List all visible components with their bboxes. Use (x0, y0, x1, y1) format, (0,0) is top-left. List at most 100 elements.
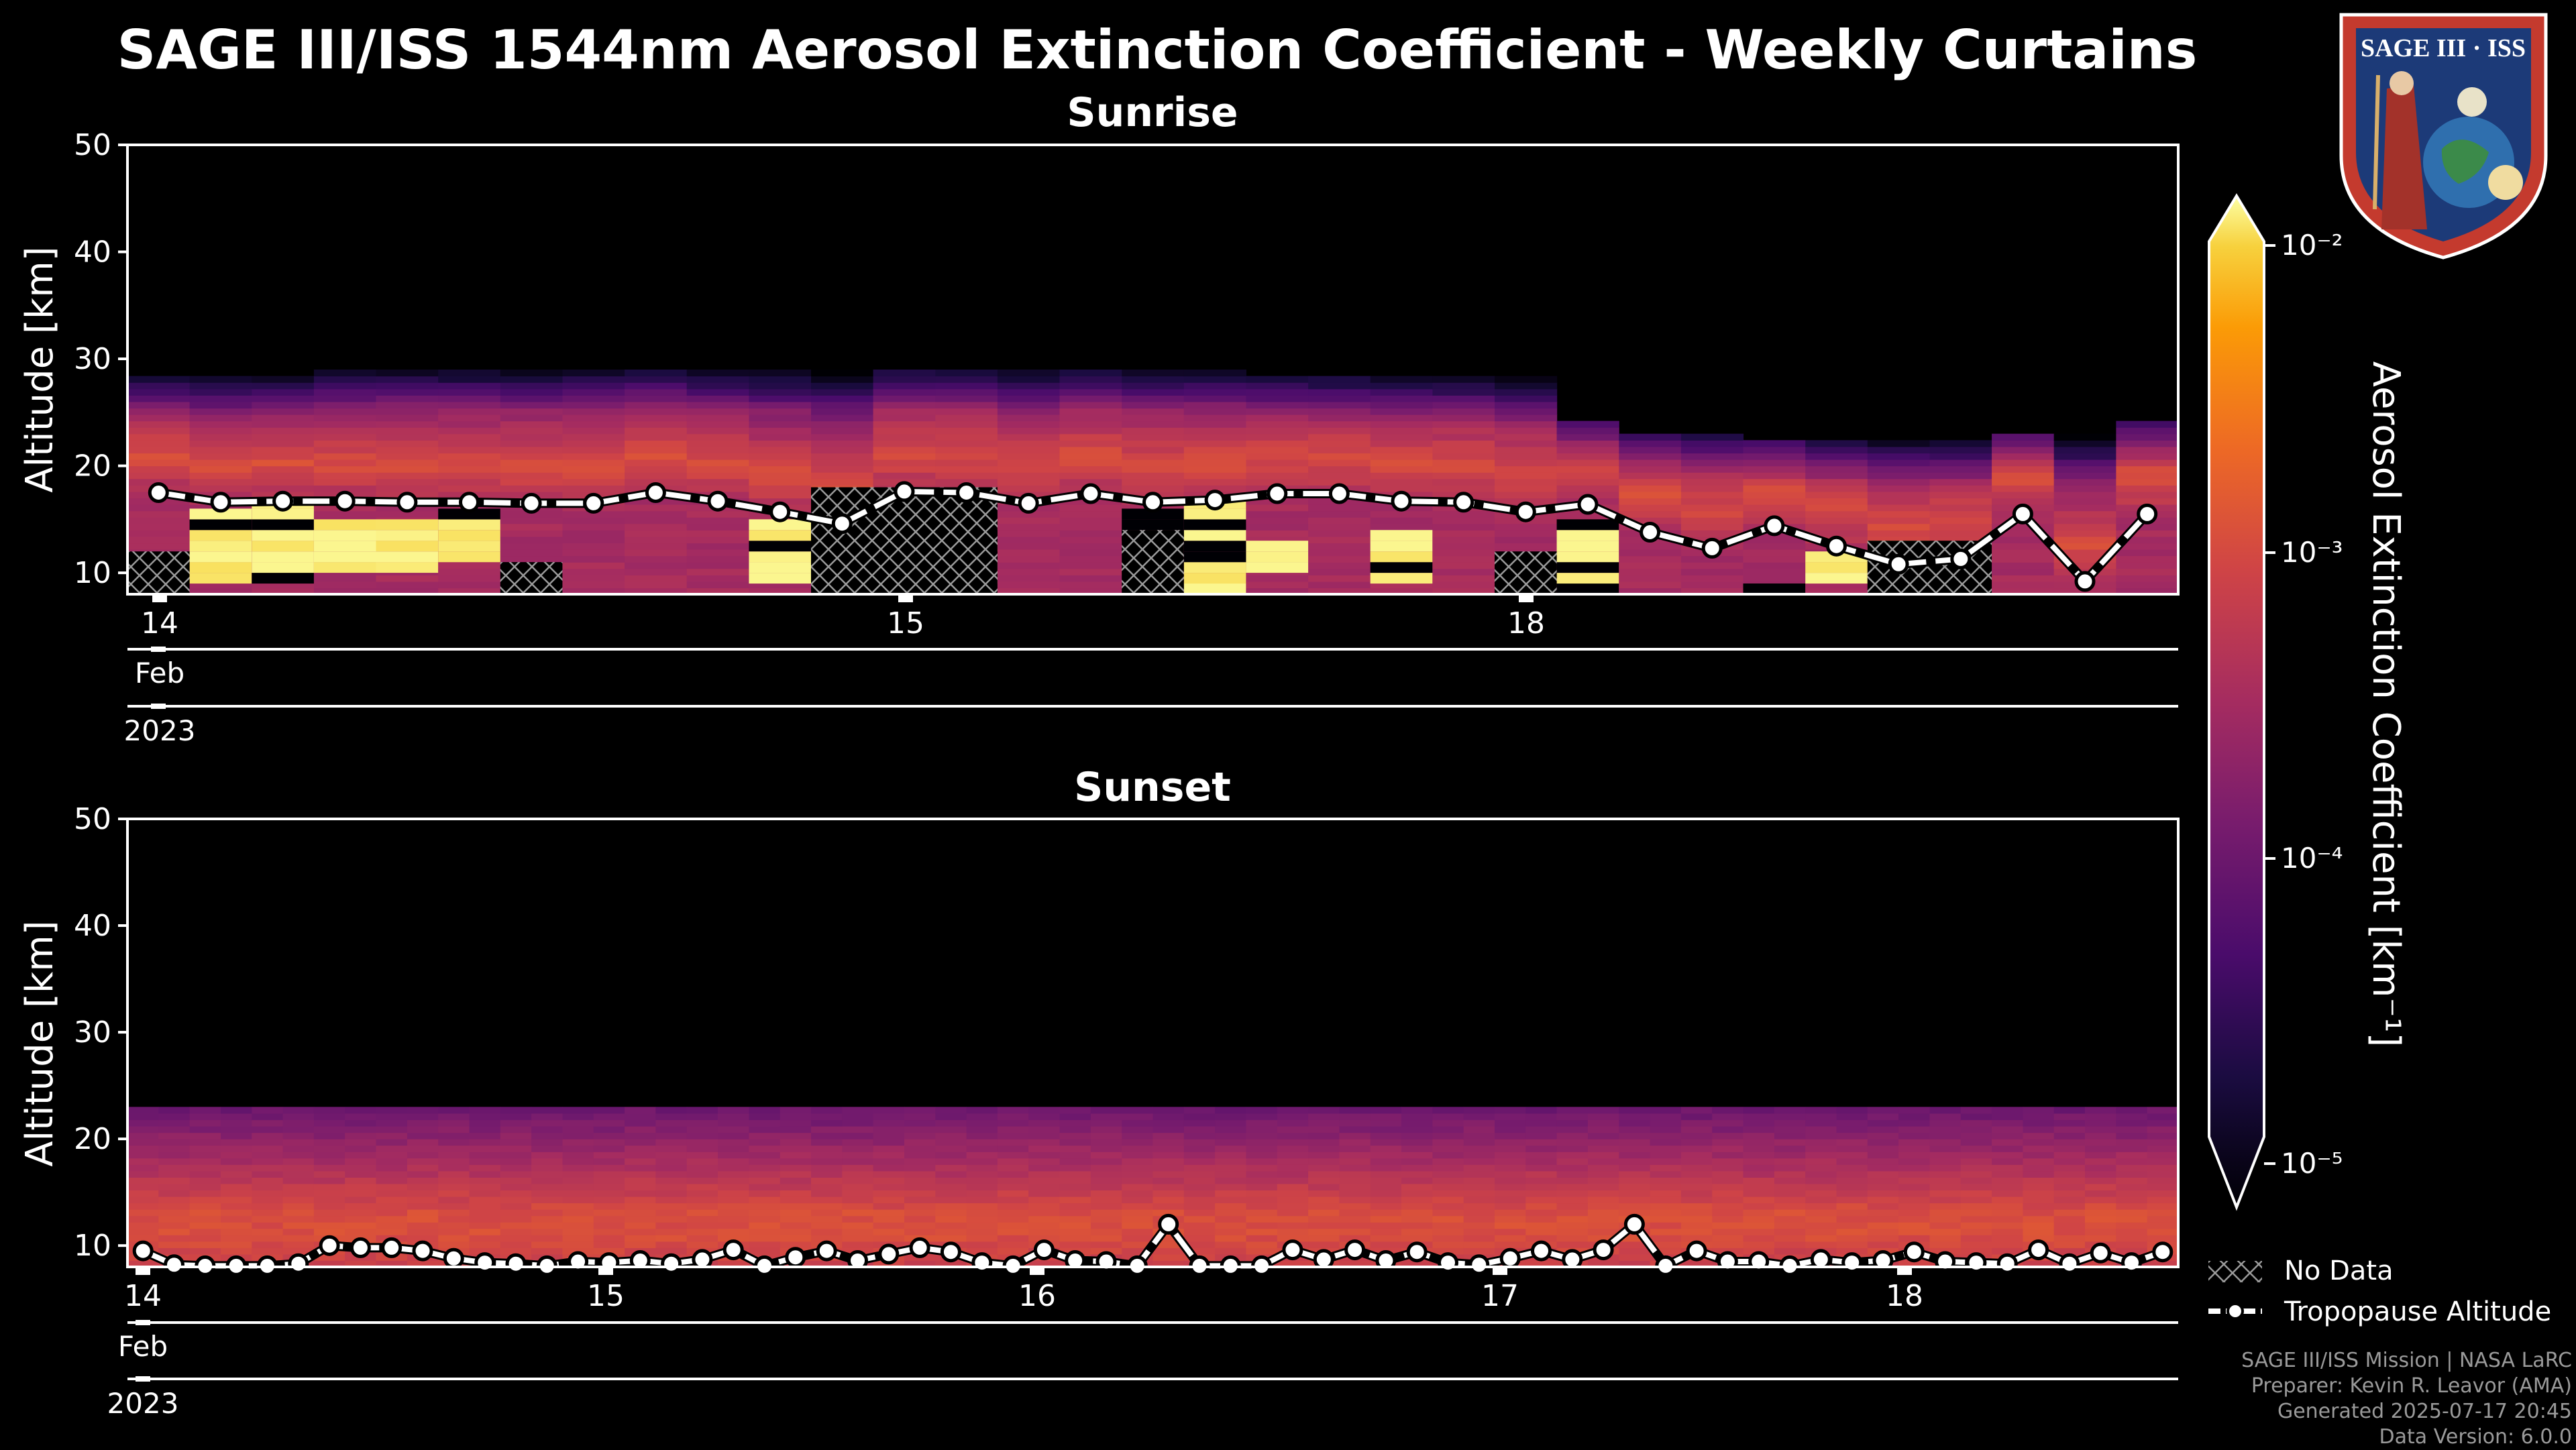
heatmap-cell (1867, 1152, 1899, 1159)
heatmap-cell (718, 1132, 749, 1139)
heatmap-cell (469, 1190, 501, 1197)
heatmap-cell (1028, 1260, 1061, 1268)
heatmap-cell (1277, 1203, 1309, 1210)
heatmap-cell (749, 414, 812, 422)
heatmap-cell (221, 1126, 252, 1133)
heatmap-cell (376, 388, 439, 396)
heatmap-cell (2053, 465, 2116, 473)
heatmap-cell (1308, 1170, 1340, 1178)
heatmap-cell (1432, 1170, 1464, 1178)
heatmap-cell (376, 1152, 408, 1159)
heatmap-cell (1619, 1119, 1651, 1127)
heatmap-cell (1401, 1107, 1433, 1114)
heatmap-cell (1680, 510, 1744, 518)
heatmap-cell (1929, 472, 1992, 480)
heatmap-cell (1401, 1190, 1433, 1197)
heatmap-cell (2116, 1145, 2148, 1152)
heatmap-cell (1495, 1177, 1526, 1184)
heatmap-cell (718, 1235, 749, 1242)
heatmap-cell (1215, 1203, 1246, 1210)
heatmap-cell (252, 581, 315, 589)
heatmap-cell (1556, 1228, 1589, 1235)
heatmap-cell (313, 478, 377, 486)
heatmap-cell (469, 1170, 501, 1178)
heatmap-cell (935, 401, 998, 409)
heatmap-cell (625, 1126, 656, 1133)
heatmap-cell (625, 1235, 656, 1242)
heatmap-cell (1805, 523, 1868, 531)
heatmap-cell (1246, 414, 1309, 422)
heatmap-cell (500, 440, 563, 447)
heatmap-cell (718, 1145, 749, 1152)
heatmap-cell (1246, 1215, 1278, 1223)
heatmap-cell (1992, 575, 2055, 582)
heatmap-cell (749, 440, 812, 447)
heatmap-cell (1898, 1132, 1930, 1139)
heatmap-cell (997, 536, 1061, 544)
heatmap-cell (1339, 1126, 1371, 1133)
heatmap-cell (1898, 1107, 1930, 1114)
heatmap-cell (1028, 1107, 1061, 1114)
heatmap-cell (2116, 427, 2179, 435)
heatmap-cell (935, 395, 998, 402)
heatmap-cell (2023, 1183, 2055, 1190)
heatmap-cell (1370, 440, 1433, 447)
heatmap-cell (997, 1196, 1029, 1204)
heatmap-cell (718, 1107, 749, 1114)
legend-tropopause-label: Tropopause Altitude (2284, 1296, 2551, 1327)
heatmap-cell (1556, 446, 1619, 454)
heatmap-cell (2053, 440, 2116, 447)
heatmap-cell (1122, 459, 1185, 467)
heatmap-cell (718, 1113, 749, 1121)
heatmap-cell (1432, 543, 1495, 550)
heatmap-cell (2147, 1126, 2179, 1133)
heatmap-cell (625, 1196, 656, 1204)
heatmap-cell (531, 1203, 563, 1210)
heatmap-cell (1370, 562, 1433, 573)
heatmap-cell (252, 541, 314, 552)
heatmap-cell (1432, 588, 1495, 595)
heatmap-cell (158, 1196, 191, 1204)
heatmap-cell (935, 472, 998, 480)
heatmap-cell (1495, 459, 1558, 467)
heatmap-cell (1308, 1235, 1340, 1242)
heatmap-cell (500, 1183, 532, 1190)
heatmap-cell (718, 1215, 749, 1223)
heatmap-cell (1898, 1113, 1930, 1121)
heatmap-cell (1090, 1215, 1122, 1223)
heatmap-cell (313, 588, 377, 595)
heatmap-cell (718, 1209, 749, 1217)
heatmap-cell (780, 1190, 812, 1197)
heatmap-cell (811, 1158, 843, 1165)
heatmap-cell (780, 1126, 812, 1133)
heatmap-cell (2053, 478, 2116, 486)
heatmap-cell (1588, 1222, 1619, 1229)
heatmap-cell (562, 440, 625, 447)
heatmap-cell (1028, 1132, 1061, 1139)
heatmap-cell (873, 453, 936, 460)
heatmap-cell (158, 1215, 191, 1223)
heatmap-cell (1992, 581, 2055, 589)
heatmap-cell (438, 551, 500, 563)
heatmap-cell (1432, 1107, 1464, 1114)
heatmap-cell (1650, 1132, 1682, 1139)
heatmap-cell (1836, 1145, 1868, 1152)
heatmap-cell (1246, 510, 1309, 518)
heatmap-cell (562, 1241, 594, 1248)
heatmap-cell (127, 1170, 159, 1178)
heatmap-cell (749, 1158, 781, 1165)
heatmap-cell (500, 1203, 532, 1210)
heatmap-cell (873, 1170, 905, 1178)
heatmap-cell (1059, 504, 1122, 512)
tropopause-point (1282, 1239, 1303, 1261)
heatmap-cell (842, 1241, 874, 1248)
heatmap-cell (997, 370, 1061, 377)
heatmap-cell (904, 1228, 936, 1235)
heatmap-cell (313, 575, 377, 582)
heatmap-cell (749, 1119, 781, 1127)
heatmap-cell (1183, 1222, 1216, 1229)
heatmap-cell (345, 1177, 377, 1184)
heatmap-cell (873, 465, 936, 473)
heatmap-cell (313, 1145, 345, 1152)
heatmap-cell (749, 1164, 781, 1172)
